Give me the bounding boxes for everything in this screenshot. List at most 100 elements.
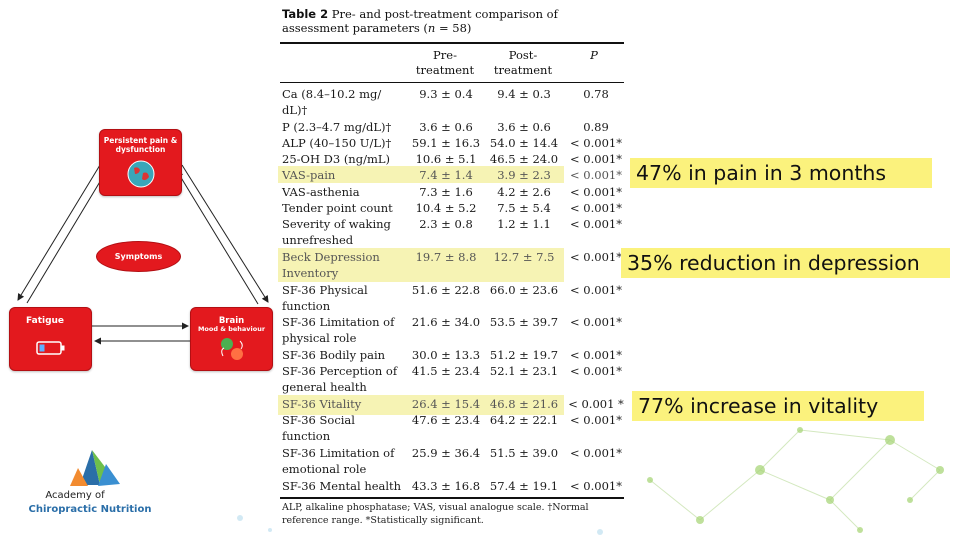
callout-vitality: 77% increase in vitality (632, 391, 924, 421)
row-p: < 0.001* (570, 315, 622, 329)
battery-low-icon (36, 341, 65, 355)
row-label: ALP (40–150 U/L)† (282, 136, 392, 150)
row-label: SF-36 Limitation of physical role (282, 315, 395, 345)
table-rule-top (280, 42, 624, 44)
row-pre: 10.6 ± 5.1 (415, 152, 477, 166)
header-pre-line1: Pre- (433, 48, 457, 62)
logo-line1: Academy of (45, 490, 105, 501)
row-p: 0.78 (583, 87, 609, 101)
row-post: 54.0 ± 14.4 (489, 136, 559, 150)
row-label: SF-36 Physical function (282, 283, 368, 313)
assessment-table: Table 2 Pre- and post-treatment comparis… (278, 0, 628, 540)
row-label: Ca (8.4–10.2 mg/ dL)† (282, 87, 382, 117)
row-post: 46.5 ± 24.0 (489, 152, 559, 166)
symptom-diagram: Persistent pain & dysfunction Fatigue Br… (0, 0, 280, 420)
symptoms-label: Symptoms (114, 252, 163, 261)
row-p: < 0.001* (570, 217, 622, 231)
row-pre: 7.4 ± 1.4 (419, 168, 473, 182)
row-post: 4.2 ± 2.6 (497, 185, 551, 199)
row-label: SF-36 Vitality (282, 397, 362, 411)
row-pre: 51.6 ± 22.8 (411, 283, 481, 297)
row-pre: 59.1 ± 16.3 (411, 136, 481, 150)
row-p: < 0.001 * (568, 397, 624, 411)
row-post: 66.0 ± 23.6 (489, 283, 559, 297)
fatigue-box: Fatigue (9, 307, 92, 371)
row-post: 1.2 ± 1.1 (497, 217, 551, 231)
row-p: < 0.001* (570, 152, 622, 166)
header-post-line1: Post- (508, 48, 538, 62)
row-label: SF-36 Perception of general health (282, 364, 398, 394)
row-pre: 19.7 ± 8.8 (415, 250, 477, 264)
table-title-rest: Pre- and post-treatment comparison of as… (282, 7, 558, 35)
row-label: VAS-asthenia (282, 185, 360, 199)
table-rule-mid (280, 82, 624, 83)
logo-line2: Chiropractic Nutrition (28, 504, 152, 515)
header-pre-treatment: Pre- treatment (410, 48, 480, 78)
row-pre: 9.3 ± 0.4 (419, 87, 473, 101)
row-p: < 0.001* (570, 348, 622, 362)
fatigue-label: Fatigue (26, 316, 65, 326)
row-pre: 41.5 ± 23.4 (411, 364, 481, 378)
row-label: VAS-pain (282, 168, 336, 182)
brain-label: Brain (218, 316, 245, 326)
row-pre: 21.6 ± 34.0 (411, 315, 481, 329)
row-pre: 43.3 ± 16.8 (411, 479, 481, 493)
header-post-line2: treatment (493, 63, 553, 77)
row-p: < 0.001* (570, 283, 622, 297)
highlight-vas-pain (278, 166, 564, 183)
row-pre: 7.3 ± 1.6 (419, 185, 473, 199)
row-post: 51.2 ± 19.7 (489, 348, 559, 362)
mood-faces-icon (220, 337, 243, 360)
row-p: < 0.001* (570, 168, 622, 182)
row-post: 53.5 ± 39.7 (489, 315, 559, 329)
row-label: P (2.3–4.7 mg/dL)† (282, 120, 392, 134)
table-footnote: ALP, alkaline phosphatase; VAS, visual a… (282, 502, 589, 526)
row-post: 64.2 ± 22.1 (489, 413, 559, 427)
table-title-bold: Table 2 (282, 7, 329, 21)
row-post: 7.5 ± 5.4 (497, 201, 551, 215)
row-post: 3.6 ± 0.6 (497, 120, 551, 134)
diagram-arrows (17, 164, 269, 345)
row-label: SF-36 Limitation of emotional role (282, 446, 395, 476)
header-pre-line2: treatment (415, 63, 475, 77)
globe-pain-icon (127, 160, 154, 188)
symptoms-ellipse: Symptoms (96, 241, 181, 272)
row-post: 12.7 ± 7.5 (493, 250, 555, 264)
table-n-value: = 58) (435, 21, 472, 35)
row-pre: 30.0 ± 13.3 (411, 348, 481, 362)
academy-logo-icon (70, 450, 120, 486)
row-p: < 0.001* (570, 136, 622, 150)
highlight-beck (278, 248, 564, 282)
persistent-pain-box: Persistent pain & dysfunction (99, 129, 182, 196)
header-p-value: P (590, 48, 598, 62)
row-pre: 26.4 ± 15.4 (411, 397, 481, 411)
row-post: 57.4 ± 19.1 (489, 479, 559, 493)
table-n-label: n (427, 21, 436, 35)
header-post-treatment: Post- treatment (488, 48, 558, 78)
row-post: 52.1 ± 23.1 (489, 364, 559, 378)
row-p: < 0.001* (570, 185, 622, 199)
persistent-pain-label: Persistent pain & dysfunction (103, 136, 178, 154)
row-pre: 3.6 ± 0.6 (419, 120, 473, 134)
row-label: SF-36 Bodily pain (282, 348, 386, 362)
row-label: SF-36 Mental health (282, 479, 402, 493)
table-caption: Table 2 Pre- and post-treatment comparis… (282, 7, 622, 35)
row-post: 51.5 ± 39.0 (489, 446, 559, 460)
row-p: < 0.001* (570, 201, 622, 215)
row-post: 3.9 ± 2.3 (497, 168, 551, 182)
table-rule-bottom (280, 497, 624, 499)
row-label: Severity of waking unrefreshed (282, 217, 391, 247)
row-p: < 0.001* (570, 446, 622, 460)
row-pre: 2.3 ± 0.8 (419, 217, 473, 231)
row-post: 9.4 ± 0.3 (497, 87, 551, 101)
row-label: Tender point count (282, 201, 393, 215)
row-post: 46.8 ± 21.6 (489, 397, 559, 411)
row-label: 25-OH D3 (ng/mL) (282, 152, 390, 166)
row-p: 0.89 (583, 120, 609, 134)
row-pre: 47.6 ± 23.4 (411, 413, 481, 427)
row-label: Beck Depression Inventory (282, 250, 380, 280)
highlight-vitality (278, 395, 564, 415)
callout-depression: 35% reduction in depression (621, 248, 950, 278)
